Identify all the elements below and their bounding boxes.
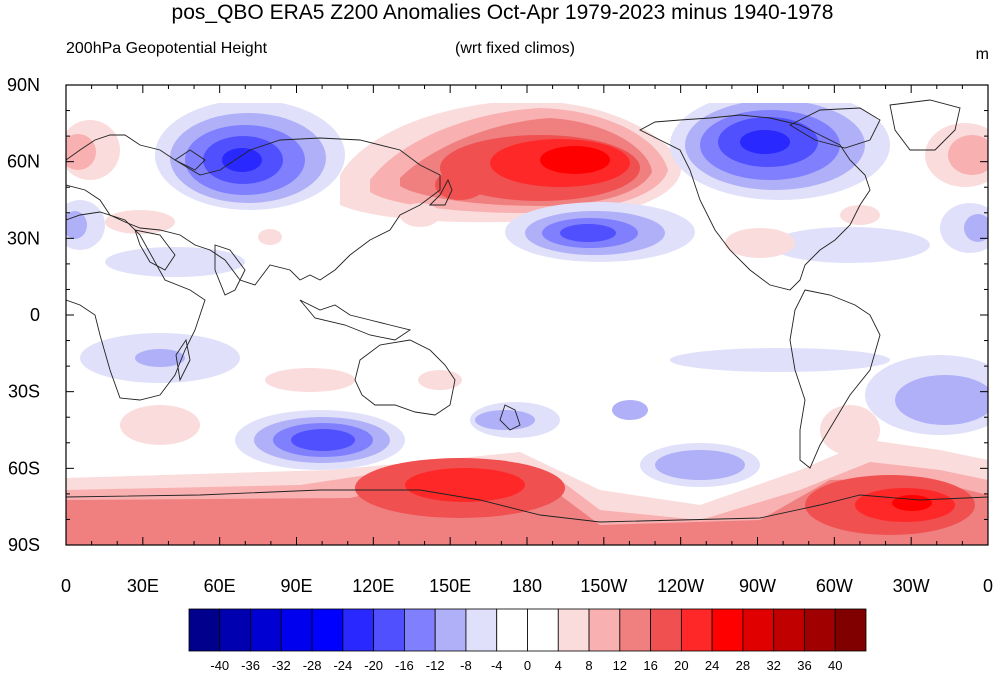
colorbar-swatch	[680, 608, 713, 652]
colorbar-labels: -40 -36 -32 -28 -24 -20 -16 -12 -8 -4 0 4 8 12 16 20 24 2…	[210, 658, 842, 673]
southern-indian-negative	[235, 410, 405, 470]
colorbar-tick-label: 12	[613, 658, 627, 673]
lon-label: 60W	[816, 576, 853, 596]
lat-label: 90S	[8, 535, 40, 555]
colorbar-swatch	[434, 608, 467, 652]
colorbar-swatch	[557, 608, 590, 652]
antarctic-positive-band	[66, 440, 988, 545]
colorbar-tick-label: -8	[460, 658, 472, 673]
colorbar-swatch	[711, 608, 744, 652]
latitude-labels: 90N 60N 30N 0 30S 60S 90S	[7, 75, 40, 555]
lat-label: 60S	[8, 458, 40, 478]
lon-label: 180	[512, 576, 542, 596]
colorbar-swatch	[219, 608, 251, 652]
colorbar	[188, 608, 867, 652]
colorbar-tick-label: 0	[524, 658, 531, 673]
colorbar-swatch	[311, 608, 344, 652]
subtropical-pacific-negative	[505, 202, 695, 262]
colorbar-swatch	[342, 608, 375, 652]
lon-label: 0	[983, 576, 993, 596]
colorbar-swatch	[619, 608, 651, 652]
colorbar-swatch	[373, 608, 405, 652]
lon-label: 30E	[127, 576, 159, 596]
colorbar-tick-label: 16	[643, 658, 657, 673]
colorbar-tick-label: 8	[585, 658, 592, 673]
colorbar-swatch	[588, 608, 621, 652]
colorbar-tick-label: 20	[674, 658, 688, 673]
lon-label: 0	[61, 576, 71, 596]
colorbar-swatch	[496, 608, 528, 652]
axis-ticks	[65, 84, 989, 546]
lat-label: 60N	[7, 152, 40, 172]
colorbar-swatch	[404, 608, 436, 652]
colorbar-swatch	[465, 608, 498, 652]
colorbar-swatch	[742, 608, 775, 652]
colorbar-tick-label: 40	[828, 658, 842, 673]
lat-label: 30N	[7, 228, 40, 248]
colorbar-tick-label: -40	[210, 658, 229, 673]
colorbar-swatch	[527, 608, 559, 652]
colorbar-tick-label: 32	[766, 658, 780, 673]
siberia-negative	[155, 100, 345, 210]
map-area	[66, 85, 988, 545]
colorbar-swatch	[804, 608, 836, 652]
center-string: (wrt fixed climos)	[454, 40, 575, 57]
lat-label: 90N	[7, 75, 40, 95]
north-pacific-positive	[340, 100, 682, 223]
lat-label: 0	[30, 305, 40, 325]
lon-label: 150E	[429, 576, 471, 596]
lon-label: 60E	[204, 576, 236, 596]
colorbar-tick-label: 4	[555, 658, 562, 673]
colorbar-swatch	[773, 608, 805, 652]
units-label: m	[975, 46, 989, 63]
colorbar-tick-label: -32	[272, 658, 291, 673]
colorbar-tick-label: 28	[736, 658, 750, 673]
lon-label: 150W	[580, 576, 627, 596]
lat-label: 30S	[8, 382, 40, 402]
left-string: 200hPa Geopotential Height	[66, 40, 268, 57]
lon-label: 90W	[739, 576, 776, 596]
lon-label: 30W	[893, 576, 930, 596]
canada-negative	[670, 90, 890, 200]
colorbar-tick-label: 36	[797, 658, 811, 673]
longitude-labels: 0 30E 60E 90E 120E 150E 180 150W 120W 90W 60W 30W 0	[61, 576, 993, 596]
colorbar-swatch	[650, 608, 682, 652]
colorbar-tick-label: -12	[426, 658, 445, 673]
lon-label: 90E	[280, 576, 312, 596]
colorbar-tick-label: -16	[395, 658, 414, 673]
colorbar-swatch	[280, 608, 313, 652]
colorbar-tick-label: -36	[241, 658, 260, 673]
colorbar-tick-label: -28	[303, 658, 322, 673]
colorbar-tick-label: 24	[705, 658, 719, 673]
lon-label: 120E	[352, 576, 394, 596]
lon-label: 120W	[657, 576, 704, 596]
colorbar-tick-label: -24	[333, 658, 352, 673]
plot-title: pos_QBO ERA5 Z200 Anomalies Oct-Apr 1979…	[171, 1, 834, 24]
colorbar-swatch	[834, 608, 867, 652]
colorbar-tick-label: -20	[364, 658, 383, 673]
colorbar-swatch	[188, 608, 221, 652]
weak-anomalies	[66, 85, 988, 487]
colorbar-tick-label: -4	[491, 658, 503, 673]
colorbar-swatch	[250, 608, 282, 652]
coastlines	[66, 99, 988, 523]
